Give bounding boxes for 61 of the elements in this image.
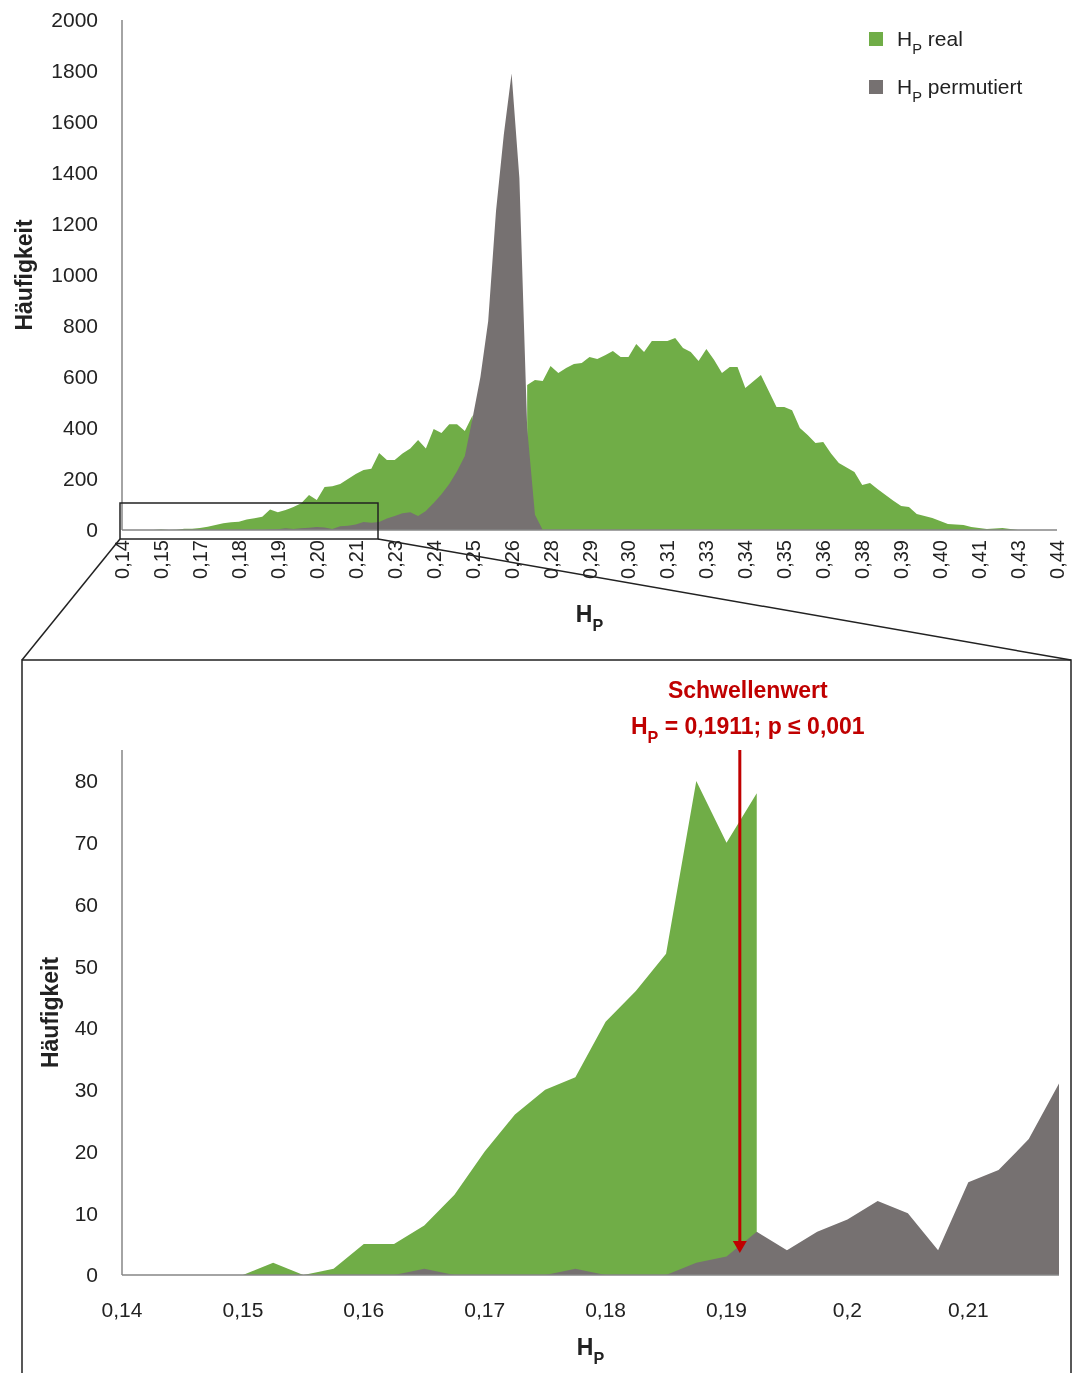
y-tick-label: 1800 [51, 59, 98, 83]
y-tick-label: 2000 [51, 8, 98, 32]
x-tick-label: 0,17 [188, 540, 211, 579]
y-tick-label: 200 [62, 467, 98, 491]
y-tick-label: 400 [62, 416, 98, 440]
x-tick-label: 0,17 [464, 1298, 506, 1321]
x-tick-label: 0,15 [149, 540, 172, 579]
x-tick-label: 0,34 [734, 540, 757, 579]
y-axis-title: Häufigkeit [37, 956, 63, 1069]
x-tick-label: 0,36 [812, 540, 835, 579]
x-tick-label: 0,14 [101, 1298, 143, 1321]
x-tick-label: 0,16 [343, 1298, 385, 1321]
y-tick-label: 1600 [51, 110, 98, 134]
text: H$_{P}$ = 0,1911; p ≤ 0,001 [630, 713, 865, 746]
x-tick-label: 0,30 [617, 540, 640, 579]
y-tick-label: 30 [74, 1078, 98, 1102]
x-tick-label: 0,14 [111, 540, 133, 579]
x-tick-label: 0,24 [422, 540, 445, 579]
y-tick-label: 800 [62, 314, 98, 338]
y-tick-label: 1200 [51, 212, 98, 236]
x-tick-label: 0,21 [344, 540, 367, 579]
x-tick-label: 0,19 [266, 540, 289, 579]
y-tick-label: 1400 [51, 161, 98, 185]
x-tick-label: 0,43 [1007, 540, 1030, 579]
y-axis-title: Häufigkeit [11, 219, 37, 331]
x-tick-label: 0,25 [461, 540, 484, 579]
x-tick-label: 0,35 [773, 540, 796, 579]
x-tick-label: 0,31 [656, 540, 679, 579]
y-tick-label: 40 [74, 1016, 98, 1040]
ref-line-label: Schwellenwert [667, 677, 829, 703]
y-tick-label: 10 [74, 1201, 98, 1225]
y-tick-label: 60 [74, 892, 98, 916]
x-tick-label: 0,39 [890, 540, 913, 579]
legend-label: H$_{P}$ real [897, 27, 963, 57]
x-tick-label: 0,38 [851, 540, 874, 579]
x-tick-label: 0,2 [832, 1298, 863, 1321]
x-tick-label: 0,21 [947, 1298, 989, 1321]
x-tick-label: 0,33 [695, 540, 718, 579]
x-tick-label: 0,26 [500, 540, 523, 579]
y-tick-label: 70 [74, 831, 98, 854]
x-tick-label: 0,18 [585, 1298, 627, 1321]
y-tick-label: 50 [74, 954, 98, 978]
y-tick-label: 80 [74, 769, 98, 793]
x-tick-label: 0,44 [1046, 540, 1068, 579]
x-axis-title: H$_{P}$ [576, 1334, 605, 1367]
x-tick-label: 0,40 [929, 540, 952, 579]
x-tick-label: 0,18 [227, 540, 250, 579]
x-tick-label: 0,20 [305, 540, 328, 579]
y-tick-label: 0 [86, 518, 98, 542]
x-tick-label: 0,15 [222, 1298, 264, 1321]
x-tick-label: 0,23 [383, 540, 406, 579]
x-tick-label: 0,41 [968, 540, 991, 579]
x-tick-label: 0,19 [706, 1298, 747, 1321]
y-tick-label: 1000 [51, 263, 98, 287]
y-tick-label: 20 [74, 1139, 98, 1163]
x-tick-label: 0,29 [578, 540, 601, 579]
x-tick-label: 0,28 [539, 540, 562, 579]
y-tick-label: 0 [86, 1263, 98, 1287]
x-axis-title: H$_{P}$ [575, 601, 604, 634]
legend-label: H$_{P}$ permutiert [897, 75, 1023, 105]
y-tick-label: 600 [62, 365, 98, 389]
